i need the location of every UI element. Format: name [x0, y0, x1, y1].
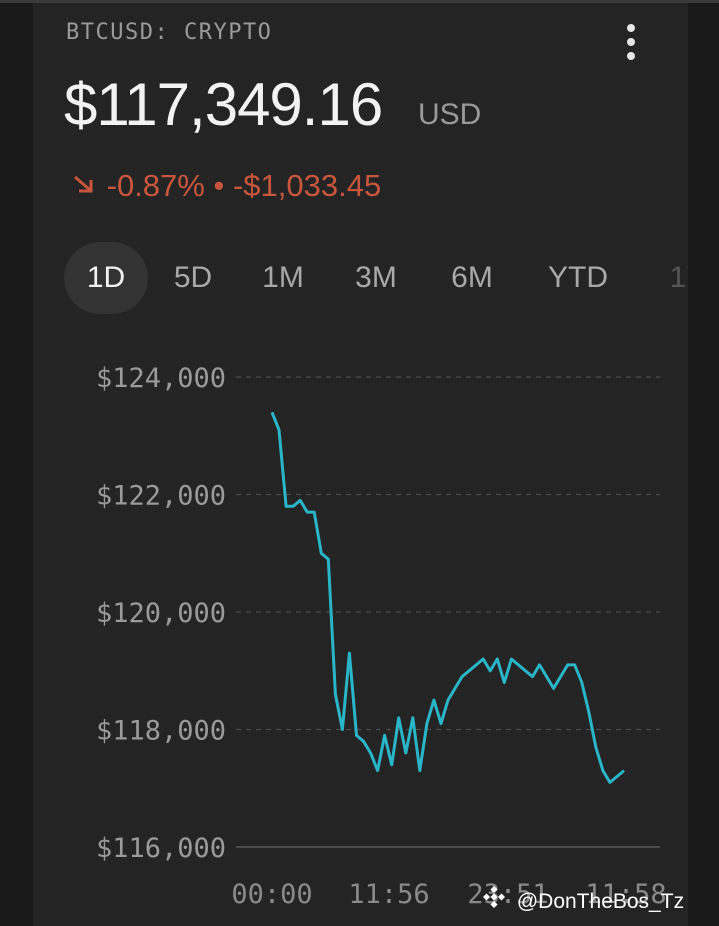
y-tick-label: $116,000 — [96, 833, 226, 864]
currency-label: USD — [418, 98, 482, 131]
watermark: @DonTheBos_Tz — [482, 885, 685, 914]
change-percent: -0.87% — [106, 168, 205, 203]
tab-5d[interactable]: 5D — [173, 261, 213, 294]
price-series-line — [270, 411, 625, 784]
quote-card — [33, 3, 688, 926]
y-tick-label: $124,000 — [96, 363, 226, 394]
tab-3m[interactable]: 3M — [355, 261, 397, 294]
price-chart[interactable]: $124,000 $122,000 $120,000 $118,000 $116,000… — [0, 340, 719, 920]
tab-1m[interactable]: 1M — [262, 261, 304, 294]
change-amount: -$1,033.45 — [232, 168, 382, 203]
price-change: -0.87% • -$1,033.45 — [72, 168, 381, 204]
tab-6m[interactable]: 6M — [451, 261, 493, 294]
top-divider — [0, 0, 719, 3]
current-price: $117,349.16 — [64, 71, 383, 138]
x-tick-label: 23:51 — [467, 879, 548, 910]
y-tick-label: $122,000 — [96, 481, 226, 512]
tab-ytd[interactable]: YTD — [548, 261, 608, 294]
tab-1y[interactable]: 1Y — [669, 261, 688, 294]
y-tick-label: $118,000 — [96, 716, 226, 747]
x-tick-label: 00:00 — [231, 879, 312, 910]
tab-1d[interactable]: 1D — [64, 242, 148, 314]
binance-logo-icon — [482, 885, 507, 914]
range-tabs: 1D 5D 1M 3M 6M YTD 1Y — [64, 242, 688, 314]
change-separator: • — [213, 168, 225, 203]
x-tick-label: 11:56 — [348, 879, 429, 910]
y-tick-label: $120,000 — [96, 598, 226, 629]
watermark-text: @DonTheBos_Tz — [516, 890, 685, 913]
x-tick-label: 11:58 — [585, 879, 666, 910]
ticker-symbol: BTCUSD: CRYPTO — [66, 20, 273, 45]
arrow-down-right-icon — [72, 168, 98, 204]
more-vertical-icon[interactable] — [620, 24, 642, 60]
